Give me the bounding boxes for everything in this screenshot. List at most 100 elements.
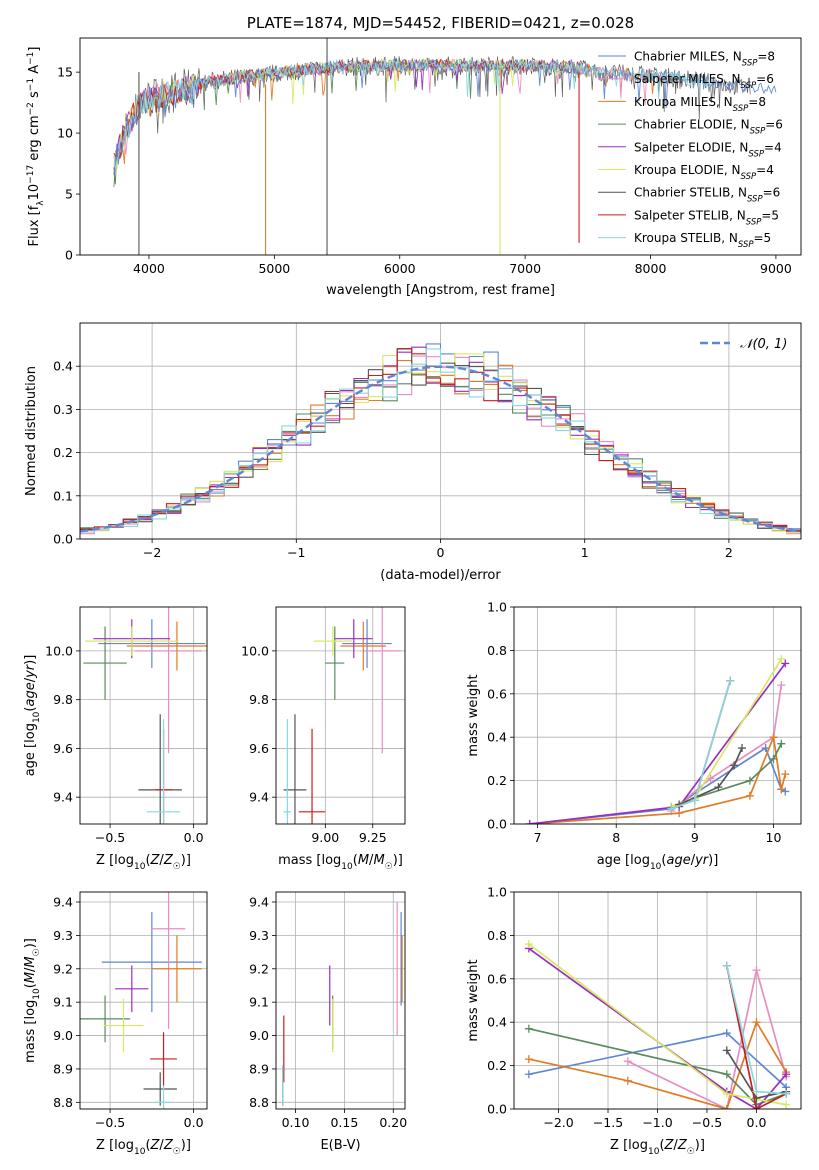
weight-marker [690,796,699,805]
x-tick-label: −0.5 [95,830,125,845]
legend-label: Kroupa MILES, NSSP=8 [634,95,766,114]
axes-frame [513,606,802,825]
legend-label: Chabrier ELODIE, NSSP=6 [634,118,783,137]
weight-marker [667,804,676,813]
x-axis-label: E(B-V) [320,1138,360,1153]
y-tick-label: 1.0 [487,885,507,900]
weight-marker [726,676,735,685]
x-tick-label: 0.15 [330,1115,358,1130]
x-tick-label: 1 [581,545,589,560]
plot-area [113,38,777,255]
weight-marker [752,966,761,975]
y-axis-label: Normed distribution [24,366,39,496]
x-tick-label: 5000 [258,261,290,276]
age_vs_Z-chart: −0.5 0.0 9.4 9.6 9.8 10.0 Z [log10(Z/Z☉)] age [… [23,606,208,872]
plot-area [80,892,202,1109]
y-axis-label: Flux [fλ10−17 erg cm−2 s−1 A−1] [26,47,46,247]
y-tick-label: 9.4 [249,790,269,805]
weight-marker [752,1087,761,1096]
histogram-series [80,348,801,532]
weight-series [528,1020,787,1109]
legend-label: Chabrier STELIB, NSSP=6 [634,186,780,205]
y-tick-label: 9.6 [53,741,73,756]
axes-frame [79,891,208,1110]
legend-label: Salpeter STELIB, NSSP=5 [634,208,779,227]
weight-marker [722,961,731,970]
y-tick-label: 10.0 [45,643,73,658]
legend: Chabrier MILES, NSSP=8 Salpeter MILES, NS… [598,50,783,250]
plot-area [524,940,791,1109]
weight-marker [525,820,534,824]
weight-marker [730,761,739,770]
weight-marker [722,1046,731,1055]
weight-marker [745,776,754,785]
age_vs_mass-chart: 9.00 9.25 9.4 9.6 9.8 10.0 mass [log10(M/M☉)] [241,606,406,872]
x-tick-label: 7000 [509,261,541,276]
mass_vs_ebv-chart: 0.10 0.15 0.20 8.8 8.9 9.0 9.1 9.2 9.3 9.4 E(B-V) [249,891,407,1153]
spectrum-series [113,58,777,176]
weight-marker [752,1105,761,1109]
y-tick-label: 10 [57,126,73,141]
weight-marker [777,785,786,794]
weight-series [528,1027,787,1106]
y-tick-label: 9.6 [249,741,269,756]
x-tick-label: 0.10 [282,1115,310,1130]
weight-marker [777,681,786,690]
mass_weight_vs_Z-chart: −2.0 −1.5 −1.0 −0.5 0.0 0.0 0.2 0.4 0.6 0.8 1.0 Z [… [466,885,802,1157]
x-tick-label: 0 [437,545,445,560]
y-tick-label: 9.4 [53,790,73,805]
weight-marker [714,783,723,792]
y-axis-label: mass [log10(M/M☉)] [23,938,42,1063]
x-tick-label: 0.0 [184,830,204,845]
legend-label: Chabrier MILES, NSSP=8 [634,50,775,69]
x-tick-label: 9000 [760,261,792,276]
weight-marker [524,940,533,949]
y-tick-label: 8.8 [249,1095,269,1110]
y-axis-label: mass weight [466,959,481,1041]
spectrum-chart: 4000 5000 6000 7000 8000 9000 0 5 10 15 PLATE=1874… [26,14,802,298]
x-axis-label: Z [log10(Z/Z☉)] [96,853,191,872]
x-tick-label: 9.00 [311,830,339,845]
mass_vs_Z-chart: −0.5 0.0 8.8 8.9 9.0 9.1 9.2 9.3 9.4 Z [log10(Z/Z… [23,891,208,1157]
x-tick-label: 6000 [384,261,416,276]
x-tick-label: 0.0 [184,1115,204,1130]
y-tick-label: 0.1 [53,488,73,503]
x-tick-label: −2.0 [543,1115,573,1130]
weight-series [678,747,743,806]
chart-title: PLATE=1874, MJD=54452, FIBERID=0421, z=0… [247,14,634,32]
x-tick-label: −0.5 [692,1115,722,1130]
legend-label: Salpeter ELODIE, NSSP=4 [634,140,782,159]
spectrum-series [113,58,664,169]
y-tick-label: 0.0 [53,532,73,547]
plot-area [525,655,790,824]
legend-label: Kroupa ELODIE, NSSP=4 [634,163,774,182]
weight-marker [722,1070,731,1079]
axes-frame [513,891,802,1110]
y-tick-label: 0.8 [487,928,507,943]
x-axis-label: Z [log10(Z/Z☉)] [96,1138,191,1157]
axes-frame [275,606,406,825]
weight-marker [524,1070,533,1079]
weight-marker [623,1057,632,1066]
legend: 𝒩(0, 1) [700,337,787,352]
y-tick-label: 9.8 [53,692,73,707]
y-tick-label: 0.4 [487,1015,507,1030]
x-tick-label: 9 [691,830,699,845]
y-axis-label: age [log10(age/yr)] [23,655,42,777]
axes-frame [275,891,406,1110]
y-tick-label: 0 [65,248,73,263]
y-tick-label: 9.8 [249,692,269,707]
weight-marker [524,1024,533,1033]
weight-marker [623,1076,632,1085]
x-tick-label: 7 [534,830,542,845]
y-tick-label: 10.0 [241,643,269,658]
y-tick-label: 15 [57,65,73,80]
x-axis-label: mass [log10(M/M☉)] [278,853,403,872]
y-tick-label: 1.0 [487,600,507,615]
y-tick-label: 9.1 [249,995,269,1010]
x-axis-label: age [log10(age/yr)] [597,853,719,872]
weight-marker [722,1105,731,1109]
plot-area [83,607,207,824]
weight-marker [781,770,790,779]
x-axis-label: Z [log10(Z/Z☉)] [610,1138,705,1157]
